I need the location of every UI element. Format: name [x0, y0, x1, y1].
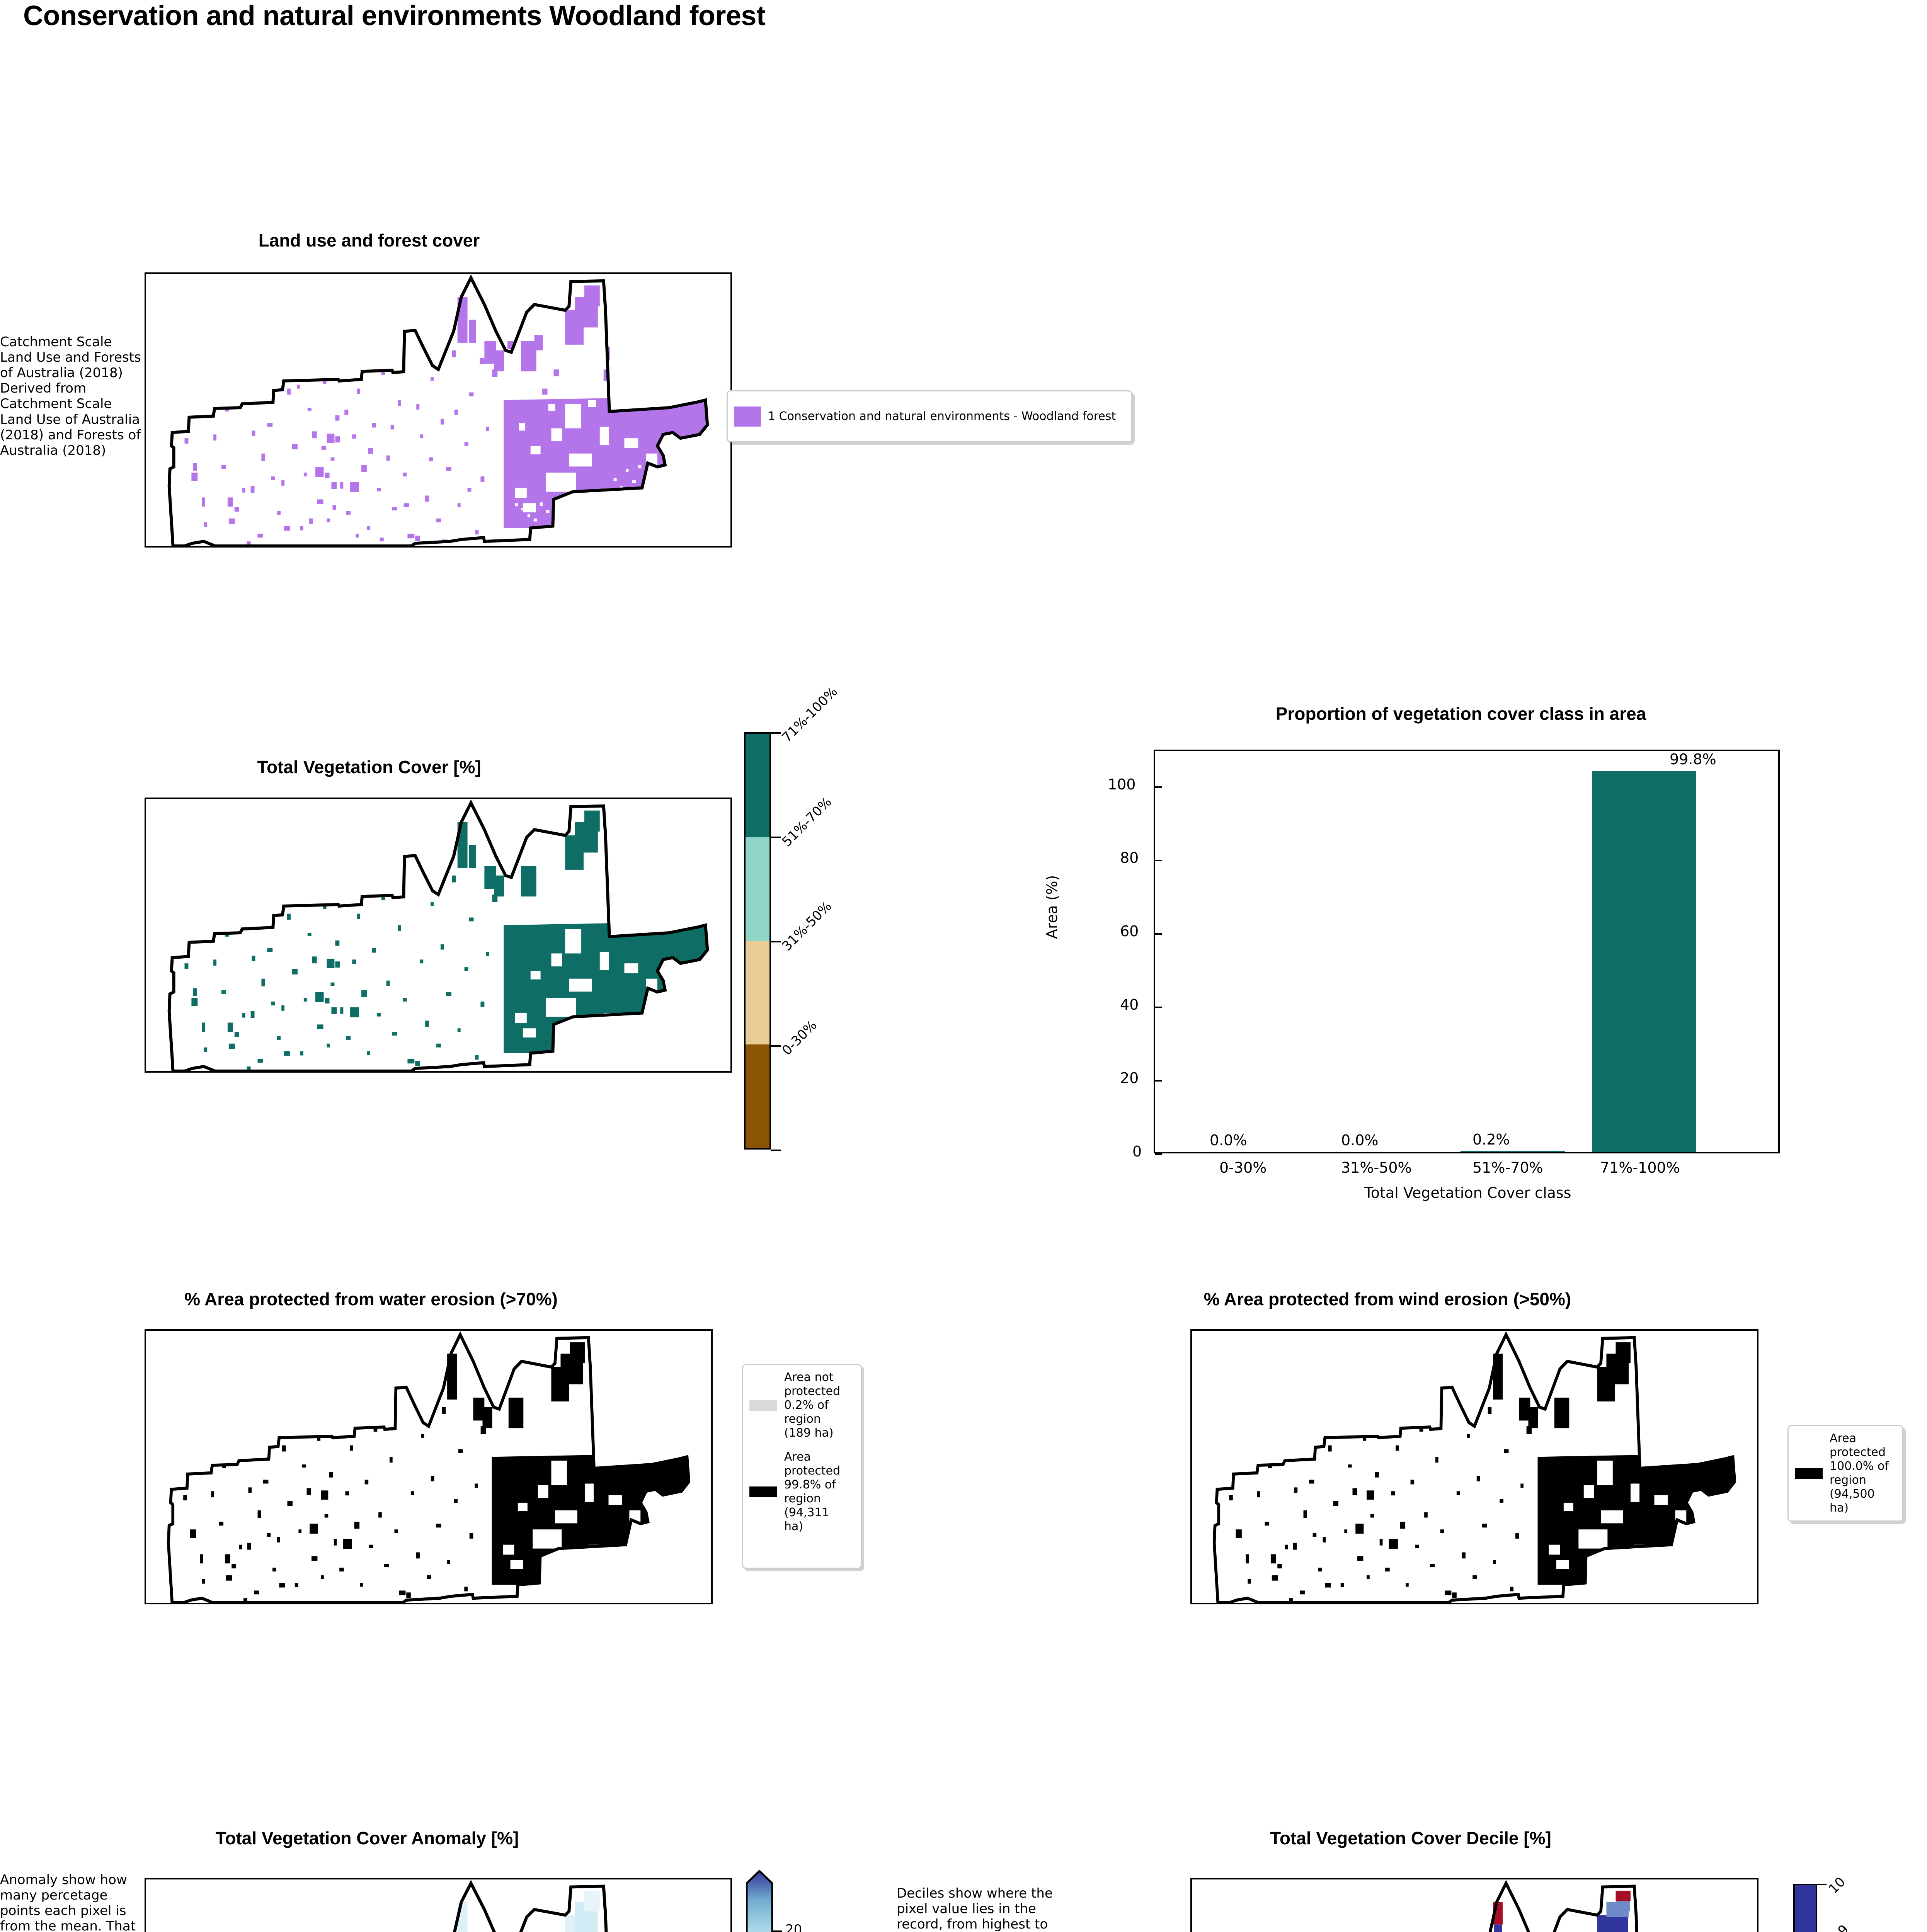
barchart-title: Proportion of vegetation cover class in …: [1275, 704, 1646, 724]
tvc-colorbar-seg-1: [746, 837, 769, 941]
landuse-map[interactable]: [145, 272, 732, 548]
landuse-north-patches: [457, 285, 610, 395]
tvc-colorbar-seg-2: [746, 941, 769, 1044]
water-erosion-map-svg: [167, 1331, 691, 1603]
water-erosion-swatch-protected: [749, 1486, 777, 1497]
y-tick-label-3: 60: [1120, 923, 1139, 940]
region-outline: [167, 274, 709, 546]
barchart-plot-area[interactable]: [1154, 750, 1780, 1155]
anomaly-panel-title: Total Vegetation Cover Anomaly [%]: [215, 1828, 519, 1848]
wind-erosion-legend-label-0: Area protected 100.0% of region (94,500 …: [1830, 1432, 1889, 1515]
bar-2: [1461, 1151, 1565, 1152]
water-erosion-legend: Area not protected 0.2% of region (189 h…: [742, 1364, 862, 1569]
x-tick-label-1: 31%-50%: [1341, 1159, 1412, 1176]
decile-colorbar-label-0: 10: [1825, 1874, 1849, 1897]
tvc-colorbar-label-0: 71%-100%: [779, 684, 841, 746]
decile-sidenote: Deciles show where the pixel value lies …: [897, 1886, 1053, 1932]
x-tick-label-0: 0-30%: [1219, 1159, 1267, 1176]
bar-3: [1592, 771, 1696, 1152]
tvc-map-svg: [167, 799, 709, 1071]
x-axis-title: Total Vegetation Cover class: [1364, 1184, 1571, 1201]
landuse-sidenote: Catchment Scale Land Use and Forests of …: [0, 334, 141, 458]
wind-erosion-swatch-protected: [1795, 1468, 1823, 1479]
landuse-legend: 1 Conservation and natural environments …: [727, 390, 1132, 442]
anomaly-map[interactable]: [145, 1878, 732, 1932]
decile-colorbar: [1793, 1884, 1817, 1932]
water-erosion-legend-label-0: Area not protected 0.2% of region (189 h…: [784, 1371, 841, 1440]
anomaly-sidenote: Anomaly show how many percetage points e…: [0, 1872, 136, 1932]
water-erosion-map[interactable]: [145, 1329, 713, 1604]
water-erosion-legend-label-1: Area protected 99.8% of region (94,311 h…: [784, 1450, 841, 1533]
anomaly-tick-label-0: 20: [785, 1922, 802, 1932]
y-tick-label-2: 40: [1120, 996, 1139, 1013]
tvc-colorbar-seg-3: [746, 1044, 769, 1148]
wind-erosion-panel-title: % Area protected from wind erosion (>50%…: [1204, 1289, 1571, 1309]
tvc-colorbar-seg-0: [746, 734, 769, 837]
y-axis-title: Area (%): [1044, 875, 1061, 939]
anomaly-colorbar: [746, 1870, 773, 1932]
tvc-colorbar: [744, 732, 771, 1150]
page-title: Conservation and natural environments Wo…: [23, 0, 766, 31]
bar-value-label-3: 99.8%: [1670, 751, 1716, 768]
x-tick-label-2: 51%-70%: [1472, 1159, 1543, 1176]
bar-value-label-0: 0.0%: [1210, 1132, 1247, 1149]
tvc-panel-title: Total Vegetation Cover [%]: [257, 757, 481, 777]
y-tick-label-5: 100: [1108, 776, 1136, 793]
landuse-legend-label: 1 Conservation and natural environments …: [768, 409, 1116, 423]
bar-value-label-1: 0.0%: [1341, 1132, 1379, 1149]
anomaly-map-svg: [453, 1880, 608, 1932]
water-erosion-panel-title: % Area protected from water erosion (>70…: [184, 1289, 558, 1309]
bar-value-label-2: 0.2%: [1472, 1131, 1510, 1148]
tvc-colorbar-label-3: 0-30%: [779, 1017, 820, 1059]
decile-map-svg: [1488, 1880, 1638, 1932]
landuse-dense-block: [504, 398, 708, 528]
wind-erosion-map-svg: [1212, 1331, 1736, 1603]
landuse-map-svg: [167, 274, 709, 546]
y-tick-label-1: 20: [1120, 1070, 1139, 1087]
landuse-panel-title: Land use and forest cover: [258, 230, 480, 250]
water-erosion-legend-item-0: Area not protected 0.2% of region (189 h…: [749, 1371, 855, 1440]
decile-colorbar-label-1: 8-9: [1826, 1922, 1852, 1932]
y-tick-label-0: 0: [1132, 1143, 1142, 1160]
tvc-map[interactable]: [145, 798, 732, 1073]
water-erosion-swatch-not-protected: [749, 1400, 777, 1411]
decile-map[interactable]: [1190, 1878, 1758, 1932]
wind-erosion-legend: Area protected 100.0% of region (94,500 …: [1787, 1425, 1903, 1522]
tvc-colorbar-label-1: 51%-70%: [779, 794, 835, 850]
water-erosion-legend-item-1: Area protected 99.8% of region (94,311 h…: [749, 1450, 855, 1534]
x-tick-label-3: 71%-100%: [1600, 1159, 1680, 1176]
y-tick-label-4: 80: [1120, 849, 1139, 866]
decile-colorbar-seg-0: [1795, 1885, 1816, 1932]
decile-panel-title: Total Vegetation Cover Decile [%]: [1270, 1828, 1551, 1848]
tvc-colorbar-label-2: 31%-50%: [779, 898, 835, 954]
wind-erosion-map[interactable]: [1190, 1329, 1758, 1604]
landuse-legend-swatch: [734, 406, 761, 427]
